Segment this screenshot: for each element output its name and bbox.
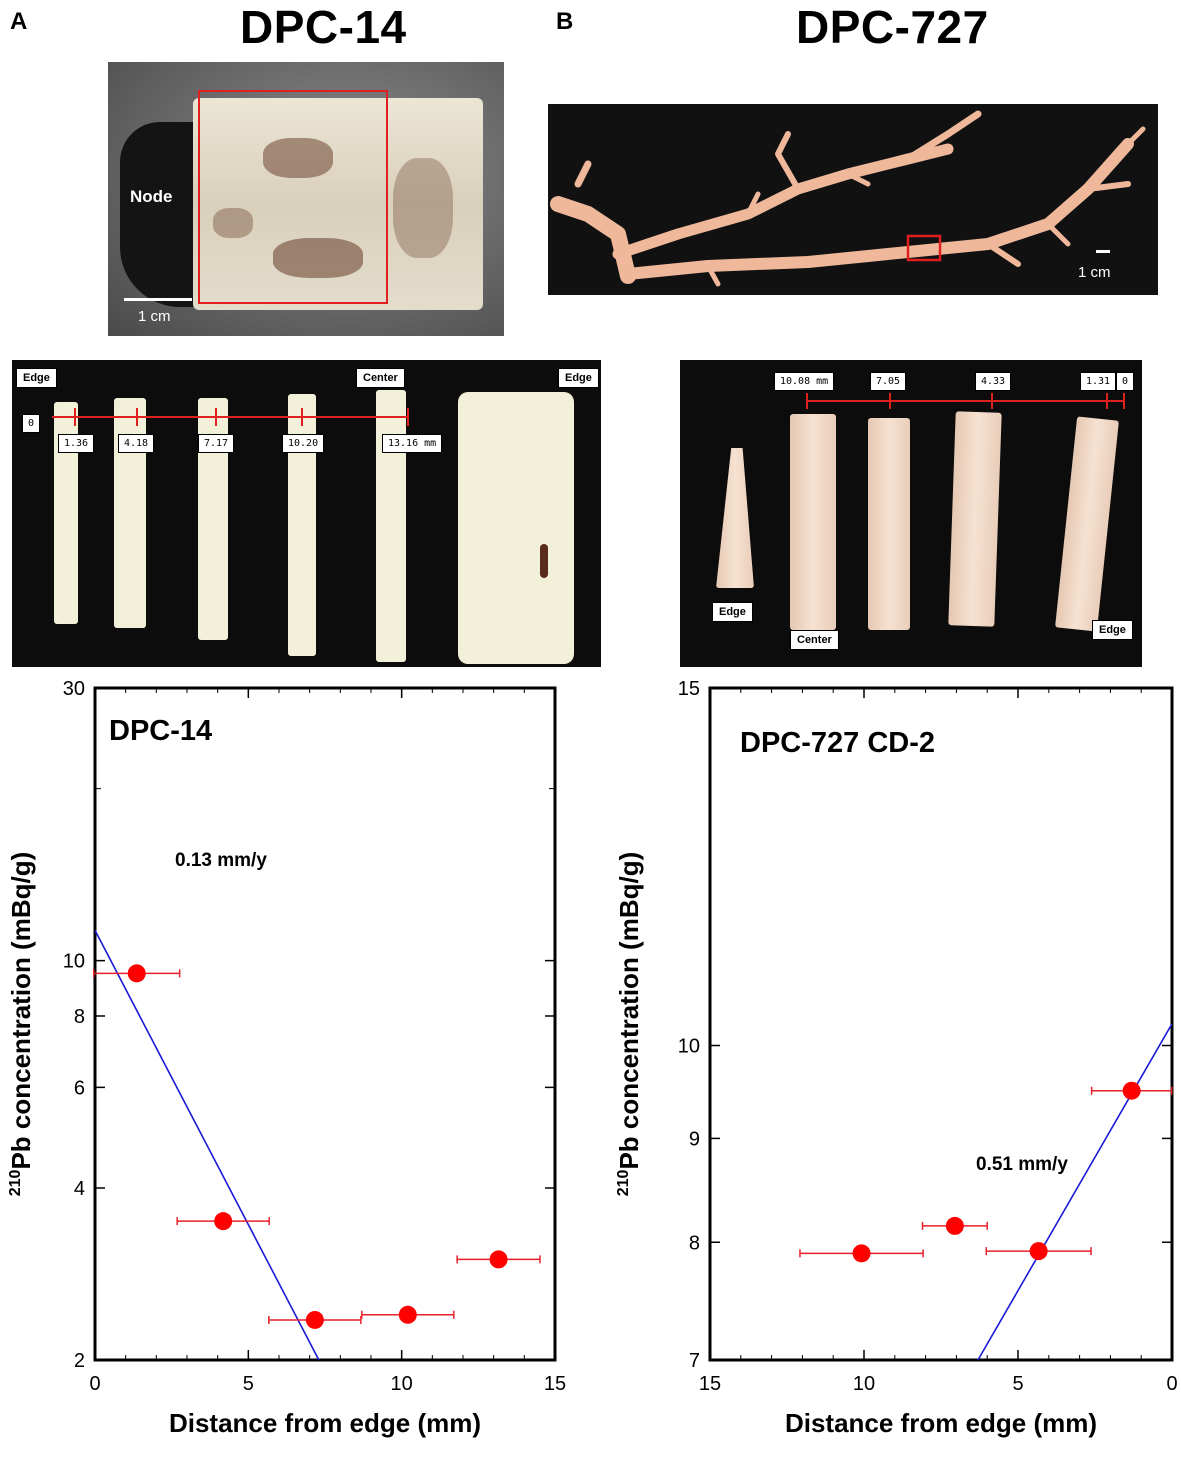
distance-label-4: 0	[1116, 372, 1135, 391]
slope-annotation: 0.13 mm/y	[175, 850, 267, 871]
data-point	[945, 1216, 964, 1235]
data-point	[1122, 1081, 1141, 1100]
distance-ruler	[806, 400, 1124, 402]
y-tick-label: 10	[63, 951, 85, 973]
x-tick-label: 15	[544, 1373, 566, 1395]
x-tick-label: 15	[699, 1373, 721, 1395]
coral-branch-drawing	[550, 110, 1146, 287]
distance-label-1: 1.36	[58, 434, 95, 453]
distance-label-2: 4.18	[118, 434, 155, 453]
x-tick-label: 0	[89, 1373, 100, 1395]
dpc727-sections-photo: 10.08 mm 7.05 4.33 1.31 0 Edge Center Ed…	[680, 360, 1142, 667]
x-axis-label: Distance from edge (mm)	[169, 1408, 481, 1438]
chart-dpc14: 0 5 10 15 2 4 6 8 10 30 DPC-14 0.13 mm/y Distance fr…	[6, 678, 566, 1438]
distance-label-1: 7.05	[870, 372, 907, 391]
y-tick-label: 8	[74, 1006, 85, 1028]
plot-frame	[93, 686, 557, 1362]
y-axis-label: 210Pb concentration (mBq/g)	[6, 852, 36, 1196]
y-axis-label-text: Pb concentration (mBq/g)	[6, 852, 36, 1170]
slope-annotation: 0.51 mm/y	[976, 1154, 1068, 1175]
panel-a-title: DPC-14	[240, 1, 407, 53]
y-tick-label: 6	[74, 1077, 85, 1099]
x-axis-label: Distance from edge (mm)	[785, 1408, 1097, 1438]
analysis-region-box	[906, 234, 942, 262]
fit-line	[95, 929, 320, 1360]
trunk-section	[193, 98, 483, 310]
distance-label-0: 10.08 mm	[774, 372, 835, 391]
node-label: Node	[130, 187, 173, 206]
slab-2	[114, 398, 146, 628]
dpc14-node-photo: Node 1 cm	[108, 62, 504, 336]
y-tick-label: 2	[74, 1350, 85, 1372]
y-tick-label: 9	[689, 1128, 700, 1150]
distance-label-3: 7.17	[198, 434, 235, 453]
slab-3	[868, 418, 910, 630]
y-axis-label: 210Pb concentration (mBq/g)	[614, 852, 644, 1196]
panel-b-letter: B	[556, 8, 574, 35]
x-tick-label: 10	[391, 1373, 413, 1395]
analysis-region-box	[198, 90, 388, 304]
chart-title: DPC-727 CD-2	[740, 727, 935, 759]
chart-dpc727: 15 10 5 0 7 8 9 10 15 DPC-727 CD-2 0.51 mm/y Distan…	[614, 678, 1178, 1438]
y-tick-label: 30	[63, 678, 85, 700]
data-point	[398, 1305, 417, 1324]
panel-a-letter: A	[10, 8, 28, 35]
x-tick-label: 0	[1166, 1373, 1177, 1395]
scale-bar	[124, 298, 192, 301]
slab-1	[716, 448, 754, 588]
dpc727-colony-photo: 1 cm	[548, 104, 1158, 295]
data-point	[214, 1212, 233, 1231]
distance-label-3: 1.31	[1080, 372, 1117, 391]
slab-2	[790, 414, 836, 630]
slab-4	[948, 411, 1002, 627]
panel-b-title: DPC-727	[796, 1, 989, 53]
section-label-edge-left: Edge	[16, 368, 57, 388]
y-axis-label-text: Pb concentration (mBq/g)	[614, 852, 644, 1170]
dpc14-sections-photo: Edge Center Edge 0 1.36 4.18 7.17 10.20 …	[12, 360, 601, 667]
y-tick-label: 15	[678, 678, 700, 700]
distance-label-0: 0	[22, 414, 41, 433]
section-label-center: Center	[356, 368, 405, 388]
distance-ruler	[52, 416, 408, 418]
y-axis-label-isotope: 210	[7, 1169, 24, 1196]
slab-5	[1055, 416, 1119, 632]
x-tick-label: 10	[853, 1373, 875, 1395]
y-tick-label: 10	[678, 1036, 700, 1058]
section-label-edge-right: Edge	[1092, 620, 1133, 640]
distance-label-4: 10.20	[282, 434, 325, 453]
data-point	[127, 964, 146, 983]
scale-bar	[1096, 250, 1110, 253]
section-label-center: Center	[790, 630, 839, 650]
x-tick-label: 5	[243, 1373, 254, 1395]
y-tick-label: 7	[689, 1350, 700, 1372]
x-tick-label: 5	[1012, 1373, 1023, 1395]
scale-label: 1 cm	[1078, 264, 1111, 281]
data-point	[852, 1244, 871, 1263]
plot-frame	[708, 686, 1174, 1362]
data-point	[1029, 1242, 1048, 1261]
y-axis-label-isotope: 210	[615, 1169, 632, 1196]
section-label-edge-right: Edge	[558, 368, 599, 388]
chart-title: DPC-14	[109, 715, 212, 747]
slab-6	[458, 392, 574, 664]
fit-line	[977, 1023, 1172, 1360]
section-label-edge-left: Edge	[712, 602, 753, 622]
y-tick-label: 8	[689, 1232, 700, 1254]
data-point	[305, 1310, 324, 1329]
y-tick-label: 4	[74, 1178, 85, 1200]
slab-5	[376, 390, 406, 662]
distance-label-2: 4.33	[975, 372, 1012, 391]
data-point	[489, 1250, 508, 1269]
distance-label-5: 13.16 mm	[382, 434, 443, 453]
scale-label: 1 cm	[138, 308, 171, 325]
